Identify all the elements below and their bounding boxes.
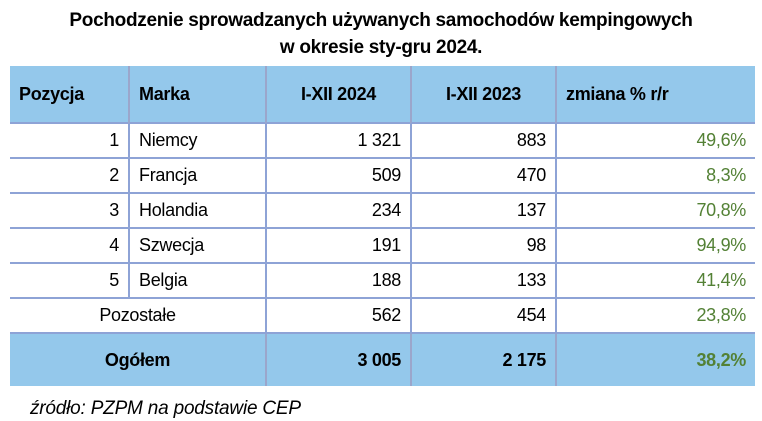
cell-total-2024: 3 005: [265, 334, 410, 386]
cell-brand: Francja: [128, 159, 265, 194]
cell-other-label: Pozostałe: [10, 299, 265, 334]
cell-position: 1: [10, 124, 128, 159]
cell-total-label: Ogółem: [10, 334, 265, 386]
cell-2024: 509: [265, 159, 410, 194]
cell-2024: 191: [265, 229, 410, 264]
cell-other-2024: 562: [265, 299, 410, 334]
column-header-2024: I-XII 2024: [265, 66, 410, 124]
source-note: źródło: PZPM na podstawie CEP: [30, 398, 301, 419]
cell-brand: Niemcy: [128, 124, 265, 159]
cell-change: 8,3%: [555, 159, 755, 194]
cell-other-2023: 454: [410, 299, 555, 334]
cell-change: 49,6%: [555, 124, 755, 159]
column-header-marka: Marka: [128, 66, 265, 124]
cell-total-2023: 2 175: [410, 334, 555, 386]
cell-2023: 98: [410, 229, 555, 264]
cell-position: 2: [10, 159, 128, 194]
cell-change: 94,9%: [555, 229, 755, 264]
title-line-2: w okresie sty-gru 2024.: [279, 37, 483, 58]
cell-position: 4: [10, 229, 128, 264]
cell-change: 41,4%: [555, 264, 755, 299]
column-header-pozycja: Pozycja: [10, 66, 128, 124]
cell-total-change: 38,2%: [555, 334, 755, 386]
column-header-change: zmiana % r/r: [555, 66, 755, 124]
cell-2023: 133: [410, 264, 555, 299]
table-title: Pochodzenie sprowadzanych używanych samo…: [0, 0, 762, 61]
cell-other-change: 23,8%: [555, 299, 755, 334]
cell-brand: Belgia: [128, 264, 265, 299]
cell-2024: 188: [265, 264, 410, 299]
cell-2023: 470: [410, 159, 555, 194]
column-header-2023: I-XII 2023: [410, 66, 555, 124]
cell-2023: 137: [410, 194, 555, 229]
cell-2024: 234: [265, 194, 410, 229]
cell-position: 3: [10, 194, 128, 229]
camper-import-table: Pozycja Marka I-XII 2024 I-XII 2023 zmia…: [10, 66, 755, 386]
title-line-1: Pochodzenie sprowadzanych używanych samo…: [69, 10, 693, 31]
cell-brand: Holandia: [128, 194, 265, 229]
cell-position: 5: [10, 264, 128, 299]
cell-2023: 883: [410, 124, 555, 159]
cell-change: 70,8%: [555, 194, 755, 229]
cell-brand: Szwecja: [128, 229, 265, 264]
cell-2024: 1 321: [265, 124, 410, 159]
